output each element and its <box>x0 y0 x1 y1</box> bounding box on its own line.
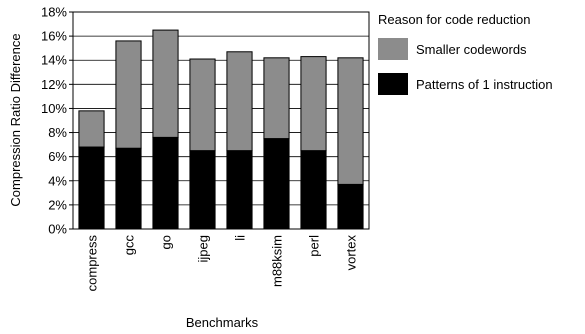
bars <box>78 29 364 230</box>
y-tick-label: 0% <box>48 222 67 237</box>
bar-compress-smaller-codewords <box>78 110 105 148</box>
x-tick-label-ijpeg: ijpeg <box>196 235 211 262</box>
bar-li-patterns-1-instruction <box>226 150 253 230</box>
x-axis-label: Benchmarks <box>186 315 259 330</box>
bar-vortex-patterns-1-instruction <box>337 183 364 230</box>
x-tick-label-vortex: vortex <box>344 235 359 271</box>
legend-title: Reason for code reduction <box>378 12 530 27</box>
bar-perl-smaller-codewords <box>300 56 327 152</box>
bar-m88ksim-smaller-codewords <box>263 57 290 140</box>
legend: Reason for code reduction Smaller codewo… <box>378 12 553 95</box>
x-axis-tick-labels: compress gcc go ijpeg li m88ksim perl vortex <box>85 235 359 292</box>
y-tick-label: 14% <box>41 53 67 68</box>
y-tick-label: 18% <box>41 5 67 20</box>
legend-label-smaller-codewords: Smaller codewords <box>416 42 527 57</box>
y-tick-label: 6% <box>48 149 67 164</box>
bar-perl-patterns-1-instruction <box>300 150 327 230</box>
y-tick-label: 8% <box>48 125 67 140</box>
bar-m88ksim-patterns-1-instruction <box>263 138 290 230</box>
x-tick-label-perl: perl <box>307 235 322 257</box>
legend-swatch-patterns-1-instruction <box>378 73 408 95</box>
bar-go-smaller-codewords <box>152 29 179 138</box>
y-tick-label: 2% <box>48 197 67 212</box>
x-tick-label-m88ksim: m88ksim <box>270 235 285 287</box>
y-tick-label: 16% <box>41 29 67 44</box>
bar-vortex-smaller-codewords <box>337 57 364 185</box>
legend-label-patterns-1-instruction: Patterns of 1 instruction <box>416 77 553 92</box>
x-tick-label-gcc: gcc <box>122 235 137 256</box>
bar-ijpeg-smaller-codewords <box>189 58 216 152</box>
x-tick-label-go: go <box>159 235 174 249</box>
bar-gcc-smaller-codewords <box>115 40 142 149</box>
y-axis-label: Compression Ratio Difference <box>8 33 23 206</box>
y-tick-label: 4% <box>48 173 67 188</box>
bar-gcc-patterns-1-instruction <box>115 147 142 230</box>
bar-go-patterns-1-instruction <box>152 136 179 230</box>
y-tick-label: 10% <box>41 101 67 116</box>
x-tick-label-compress: compress <box>85 235 100 292</box>
y-tick-label: 12% <box>41 77 67 92</box>
x-tick-label-li: li <box>233 235 248 241</box>
y-axis-ticks: 0% 2% 4% 6% 8% 10% 12% 14% 16% 18% <box>41 5 73 237</box>
bar-li-smaller-codewords <box>226 51 253 152</box>
plot-frame <box>72 11 370 230</box>
bar-ijpeg-patterns-1-instruction <box>189 150 216 230</box>
legend-swatch-smaller-codewords <box>378 38 408 60</box>
bar-compress-patterns-1-instruction <box>78 146 105 230</box>
